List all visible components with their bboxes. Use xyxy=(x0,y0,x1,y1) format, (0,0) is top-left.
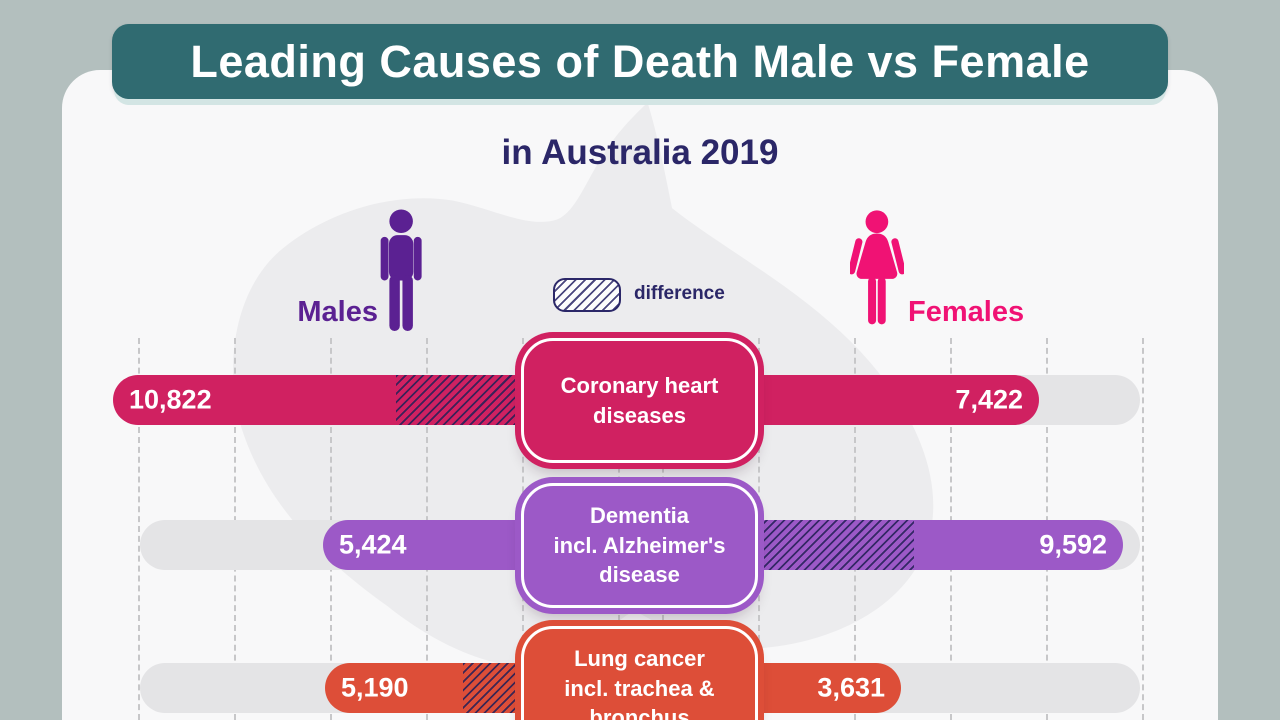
difference-hatch xyxy=(757,520,914,570)
row-lung-cancer: 5,190 3,631 Lung cancer incl. trachea & … xyxy=(0,626,1280,720)
difference-hatch xyxy=(396,375,523,425)
cause-label: Lung cancer incl. trachea & bronchus xyxy=(564,645,715,720)
males-label: Males xyxy=(297,296,378,328)
female-value: 7,422 xyxy=(955,384,1023,415)
male-value: 5,424 xyxy=(339,529,407,560)
male-person-icon xyxy=(380,209,422,331)
male-bar: 5,424 xyxy=(323,520,523,570)
female-bar: 7,422 xyxy=(757,375,1039,425)
female-bar: 3,631 xyxy=(757,663,901,713)
difference-hatch-swatch xyxy=(553,278,621,312)
difference-hatch xyxy=(463,663,523,713)
cause-card: Dementia incl. Alzheimer's disease xyxy=(521,483,758,608)
row-coronary-heart-diseases: 10,822 7,422 Coronary heart diseases xyxy=(0,338,1280,463)
cause-label: Coronary heart diseases xyxy=(560,372,719,428)
female-value: 9,592 xyxy=(1039,529,1107,560)
gridline xyxy=(1142,338,1144,720)
cause-card: Lung cancer incl. trachea & bronchus xyxy=(521,626,758,720)
male-value: 10,822 xyxy=(129,384,212,415)
page-subtitle: in Australia 2019 xyxy=(501,133,779,172)
females-label: Females xyxy=(908,296,1025,328)
female-person-icon xyxy=(850,210,904,325)
gridline xyxy=(138,338,140,720)
cause-card: Coronary heart diseases xyxy=(521,338,758,463)
cause-label: Dementia incl. Alzheimer's disease xyxy=(553,502,726,588)
page-title: Leading Causes of Death Male vs Female xyxy=(190,35,1090,87)
male-value: 5,190 xyxy=(341,672,409,703)
difference-label: difference xyxy=(634,283,725,304)
row-dementia: 5,424 9,592 Dementia incl. Alzheimer's d… xyxy=(0,483,1280,608)
female-value: 3,631 xyxy=(817,672,885,703)
title-banner: Leading Causes of Death Male vs Female xyxy=(112,24,1168,99)
